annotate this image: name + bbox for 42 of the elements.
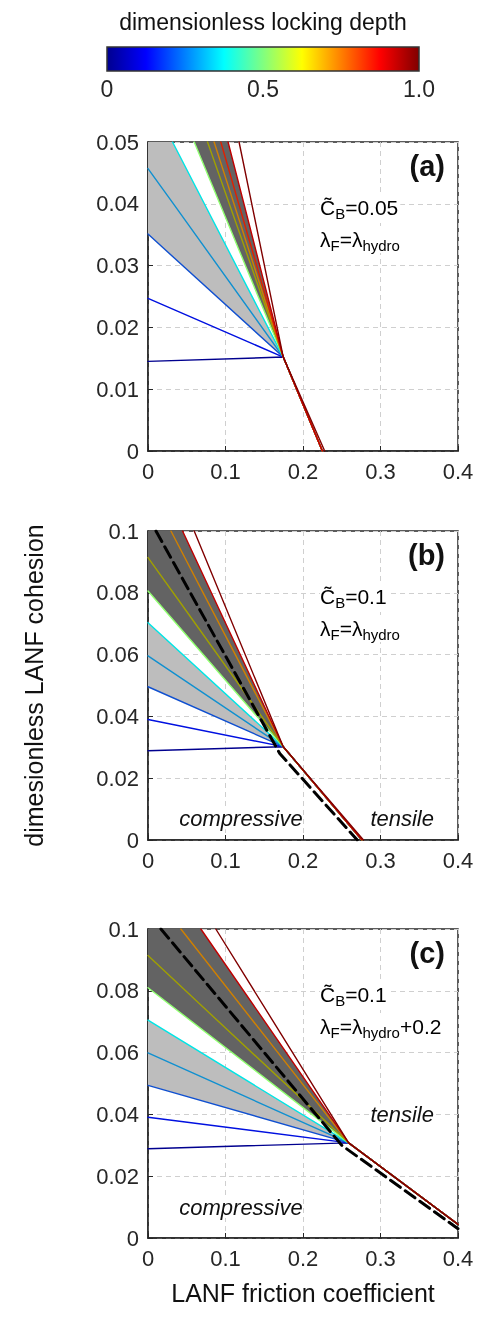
- color-bar-title: dimensionless locking depth: [119, 8, 407, 35]
- y-tick-label: 0.02: [96, 314, 139, 340]
- x-tick-label: 0.4: [442, 1245, 474, 1271]
- x-tick-label: 0.2: [287, 1245, 319, 1271]
- y-tick-label: 0.01: [96, 376, 139, 402]
- y-tick-label: 0.06: [96, 1040, 139, 1066]
- y-tick-label: 0.03: [96, 253, 139, 279]
- annotation: tensile: [370, 805, 434, 831]
- y-tick-label: 0.06: [96, 642, 139, 668]
- y-axis-title: dimesionless LANF cohesion: [19, 524, 48, 847]
- y-tick-label: 0: [126, 1225, 139, 1251]
- annotation: compressive: [179, 805, 303, 831]
- y-tick-label: 0.08: [96, 580, 139, 606]
- y-tick-label: 0.04: [96, 1101, 139, 1127]
- y-tick-label: 0.02: [96, 765, 139, 791]
- y-tick-label: 0.05: [96, 129, 139, 155]
- y-tick-label: 0: [126, 438, 139, 464]
- x-tick-label: 0.1: [210, 847, 241, 873]
- chart-title: (a): [409, 149, 446, 182]
- color-bar-label: 0.5: [247, 75, 279, 102]
- y-tick-label: 0.08: [96, 978, 139, 1004]
- x-tick-label: 0.3: [365, 458, 396, 484]
- y-tick-label: 0.04: [96, 703, 139, 729]
- annotation: compressive: [179, 1194, 303, 1220]
- y-tick-label: 0.1: [108, 916, 139, 942]
- y-tick-label: 0.02: [96, 1163, 139, 1189]
- chart-title: (c): [409, 936, 446, 969]
- x-tick-label: 0.3: [365, 847, 396, 873]
- x-axis-title: LANF friction coefficient: [171, 1278, 435, 1307]
- x-tick-label: 0.4: [442, 458, 474, 484]
- x-tick-label: 0.3: [365, 1245, 396, 1271]
- annotation: tensile: [370, 1101, 434, 1127]
- chart-title: (b): [407, 538, 445, 571]
- x-tick-label: 0.4: [442, 847, 474, 873]
- y-tick-label: 0.1: [108, 518, 139, 544]
- color-bar-label: 1.0: [403, 75, 435, 102]
- x-tick-label: 0.1: [210, 1245, 241, 1271]
- x-tick-label: 0.2: [287, 847, 319, 873]
- y-tick-label: 0: [126, 827, 139, 853]
- x-tick-label: 0.1: [210, 458, 241, 484]
- y-tick-label: 0.04: [96, 191, 139, 217]
- x-tick-label: 0.2: [287, 458, 319, 484]
